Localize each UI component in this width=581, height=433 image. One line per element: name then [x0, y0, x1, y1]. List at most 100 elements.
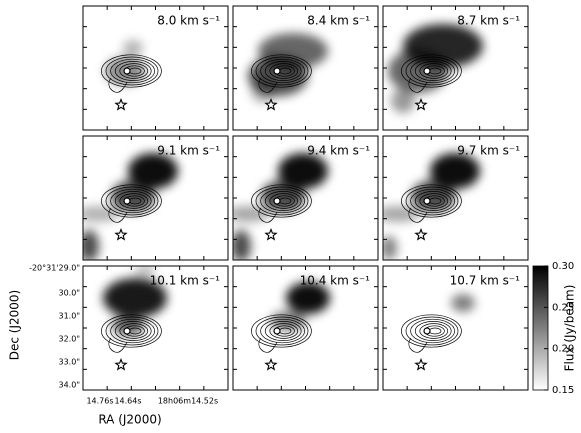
contour — [255, 186, 309, 216]
panel: 10.1 km s⁻¹ — [82, 265, 229, 391]
contour — [405, 186, 459, 216]
colorbar-tick-label: 0.25 — [552, 302, 574, 313]
emission-blob — [233, 230, 251, 260]
velocity-label: 10.1 km s⁻¹ — [150, 274, 221, 288]
y-axis-label: Dec (J2000) — [8, 290, 22, 360]
contour — [108, 337, 128, 353]
contour — [419, 323, 449, 339]
contour — [105, 316, 159, 346]
emission-map — [383, 136, 528, 260]
source-marker — [273, 67, 281, 75]
y-tick-label: 32.0" — [59, 335, 81, 344]
contour — [264, 191, 302, 211]
velocity-label: 10.7 km s⁻¹ — [450, 274, 521, 288]
emission-blob — [135, 266, 155, 275]
emission-blob — [270, 311, 306, 331]
star-marker — [114, 97, 128, 111]
panel: 8.4 km s⁻¹ — [232, 5, 379, 131]
panel: 10.7 km s⁻¹ — [382, 265, 529, 391]
blobs — [270, 282, 330, 331]
emission-blob — [388, 49, 448, 93]
y-tick-label: 33.0" — [59, 358, 81, 367]
contour — [258, 207, 278, 223]
emission-map — [83, 266, 228, 390]
contours — [251, 54, 312, 93]
contours — [401, 184, 462, 223]
contour — [269, 193, 299, 209]
emission-map — [233, 266, 378, 390]
contour — [114, 191, 152, 211]
star-marker — [414, 227, 428, 241]
emission-map — [233, 6, 378, 130]
velocity-label: 9.4 km s⁻¹ — [307, 144, 370, 158]
contour — [269, 63, 299, 79]
star-marker — [264, 97, 278, 111]
source-marker — [423, 197, 431, 205]
contour — [255, 316, 309, 346]
contour — [408, 207, 428, 223]
contour — [105, 186, 159, 216]
panel: 10.4 km s⁻¹ — [232, 265, 379, 391]
contour — [408, 337, 428, 353]
velocity-label: 9.1 km s⁻¹ — [157, 144, 220, 158]
emission-blob — [128, 153, 178, 189]
emission-blob — [233, 206, 270, 222]
emission-blob — [383, 236, 397, 260]
contour — [410, 58, 455, 84]
panel-bg — [383, 266, 528, 390]
contour — [414, 191, 452, 211]
contour — [101, 54, 162, 88]
velocity-label: 8.4 km s⁻¹ — [307, 14, 370, 28]
source-marker — [273, 327, 281, 335]
contour — [401, 54, 462, 88]
star-marker — [114, 227, 128, 241]
emission-blob — [391, 89, 415, 113]
emission-map — [383, 266, 528, 390]
panel: 8.0 km s⁻¹ — [82, 5, 229, 131]
blobs — [451, 294, 475, 312]
emission-blob — [83, 230, 99, 260]
panel: 8.7 km s⁻¹ — [382, 5, 529, 131]
contour — [260, 318, 305, 344]
emission-blob — [103, 278, 167, 318]
contour — [110, 58, 155, 84]
x-tick-label: 14.64s — [114, 397, 141, 406]
contour — [401, 314, 462, 348]
y-tick-label: 31.0" — [59, 312, 81, 321]
blobs — [383, 153, 480, 260]
contours — [101, 314, 162, 353]
emission-blob — [451, 294, 475, 312]
star-marker — [114, 357, 128, 371]
contour — [108, 77, 128, 93]
contours — [401, 54, 462, 93]
contour — [264, 321, 302, 341]
contour — [401, 184, 462, 218]
emission-map — [383, 6, 528, 130]
contour — [251, 184, 312, 218]
velocity-label: 10.4 km s⁻¹ — [300, 274, 371, 288]
contour — [114, 321, 152, 341]
contours — [251, 314, 312, 353]
contour — [251, 314, 312, 348]
contour — [414, 61, 452, 81]
contour — [251, 54, 312, 88]
contour — [264, 61, 302, 81]
velocity-label: 8.7 km s⁻¹ — [457, 14, 520, 28]
contour — [414, 321, 452, 341]
contour — [405, 56, 459, 86]
velocity-label: 8.0 km s⁻¹ — [157, 14, 220, 28]
source-marker — [423, 67, 431, 75]
emission-blob — [430, 153, 480, 189]
panel: 9.4 km s⁻¹ — [232, 135, 379, 261]
contour — [119, 323, 149, 339]
source-marker — [123, 197, 131, 205]
contour — [419, 193, 449, 209]
blobs — [388, 24, 483, 113]
contour — [119, 63, 149, 79]
star-marker — [264, 357, 278, 371]
x-axis-label: RA (J2000) — [98, 413, 161, 427]
colorbar-tick-label: 0.30 — [552, 261, 574, 272]
source-marker — [273, 197, 281, 205]
colorbar — [532, 265, 549, 391]
contour — [110, 318, 155, 344]
